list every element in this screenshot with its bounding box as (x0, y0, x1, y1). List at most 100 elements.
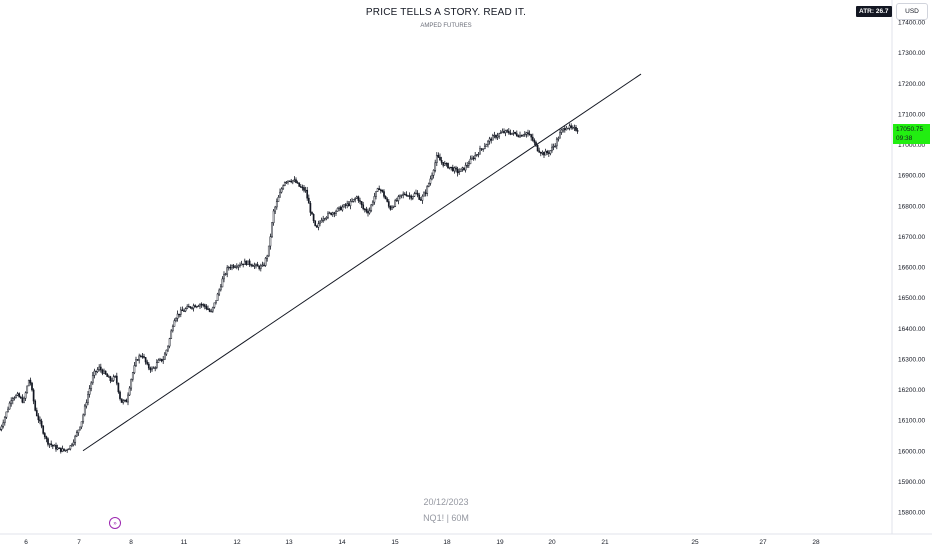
candle-body (488, 138, 491, 142)
price-tick-label: 17300.00 (898, 50, 925, 57)
candle-body (411, 196, 414, 199)
candle-body (194, 305, 197, 308)
candle-body (506, 130, 509, 132)
candle-body (570, 125, 573, 128)
candle-body (359, 200, 361, 202)
price-tick-label: 16500.00 (898, 295, 925, 302)
candle-body (133, 365, 136, 374)
candle-body (453, 167, 456, 172)
candle-body (271, 222, 273, 237)
candle-body (95, 370, 97, 373)
candle-body (27, 379, 30, 387)
candle-body (165, 349, 168, 355)
candle-body (303, 187, 305, 191)
candle-body (344, 204, 347, 206)
candle-body (461, 167, 464, 170)
price-tick-label: 16800.00 (898, 203, 925, 210)
candle-body (544, 150, 547, 156)
candle-body (250, 264, 253, 266)
candle-body (408, 195, 411, 197)
candle-body (391, 207, 393, 210)
candle-body (187, 306, 190, 308)
price-tick-label: 15900.00 (898, 479, 925, 486)
candle-body (207, 308, 209, 310)
candle-body (336, 207, 339, 212)
price-axis[interactable]: 15800.00 15900.00 16000.00 16100.00 16200.00… (898, 20, 925, 517)
candle-body (111, 380, 113, 382)
candle-body (400, 194, 403, 197)
candle-body (272, 210, 275, 224)
candle-body (568, 125, 571, 129)
candle-body (93, 370, 96, 376)
candle-body (253, 264, 256, 267)
candle-body (7, 408, 9, 413)
candle-body (255, 264, 257, 266)
time-tick-label: 6 (24, 539, 28, 546)
candle-body (218, 289, 221, 295)
replay-forward-icon[interactable]: » (109, 517, 121, 529)
candle-body (394, 200, 397, 207)
candle-body (565, 127, 568, 131)
candle-body (472, 157, 475, 160)
candle-body (541, 151, 544, 154)
candle-body (79, 426, 81, 431)
candle-body (210, 310, 213, 313)
candle-body (405, 194, 408, 197)
candle-body (43, 433, 46, 438)
candle-body (533, 140, 536, 143)
candle-body (546, 150, 549, 154)
candle-body (224, 273, 227, 276)
candle-body (211, 306, 214, 312)
candle-body (15, 395, 17, 399)
candle-body (402, 193, 405, 196)
candle-body (203, 304, 206, 307)
candle-body (445, 162, 448, 165)
candle-body (503, 131, 505, 134)
price-tick-label: 15800.00 (898, 510, 925, 517)
candle-body (2, 422, 5, 427)
candle-body (143, 356, 145, 358)
candle-body (227, 266, 230, 269)
candle-body (274, 206, 277, 212)
currency-button[interactable]: USD (896, 3, 928, 20)
candle-body (423, 192, 425, 197)
watermark-date: 20/12/2023 (423, 497, 469, 507)
candle-body (197, 305, 200, 308)
atr-badge: ATR: 26.7 (856, 6, 892, 17)
candle-body (442, 162, 445, 166)
candle-body (576, 130, 579, 132)
candle-body (181, 309, 184, 312)
candle-body (48, 443, 51, 445)
candle-body (127, 394, 129, 403)
candle-body (119, 391, 121, 399)
candle-body (23, 398, 25, 403)
candle-body (66, 449, 69, 451)
candle-body (525, 132, 528, 135)
price-tick-label: 16600.00 (898, 265, 925, 272)
candle-body (351, 200, 353, 203)
candle-body (120, 398, 123, 403)
candle-body (551, 146, 553, 151)
candle-body (567, 127, 569, 130)
candle-body (291, 180, 294, 183)
candle-body (45, 436, 48, 439)
candle-body (269, 236, 272, 247)
candlestick-series (0, 123, 579, 454)
candle-body (304, 189, 307, 192)
time-axis[interactable]: 6 7 8 11 12 13 14 15 18 19 20 21 25 27 28 (24, 539, 820, 546)
candle-body (285, 181, 288, 184)
candle-body (141, 356, 144, 358)
candle-body (512, 131, 515, 134)
candle-body (26, 385, 29, 394)
candle-body (490, 138, 493, 141)
price-tick-label: 17100.00 (898, 111, 925, 118)
candle-body (539, 152, 542, 154)
candle-body (232, 265, 235, 268)
candle-body (307, 197, 310, 204)
candle-body (392, 206, 395, 208)
candle-body (573, 127, 576, 129)
candle-body (221, 278, 224, 288)
candle-body (277, 196, 280, 202)
trendline[interactable] (82, 73, 642, 452)
